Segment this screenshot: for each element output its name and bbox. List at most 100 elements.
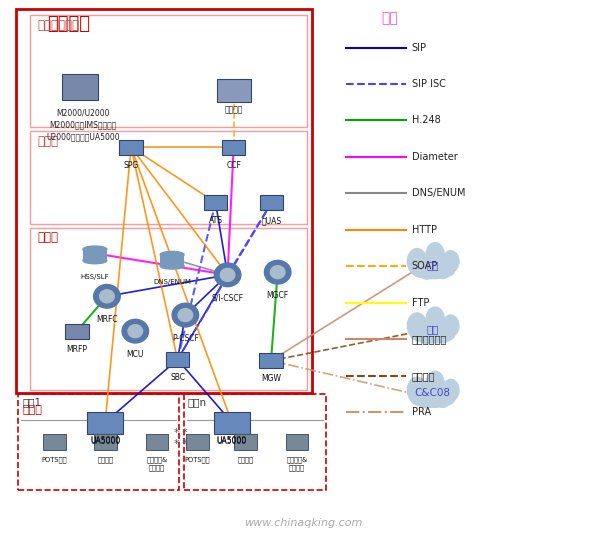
Text: Diameter: Diameter: [411, 152, 458, 162]
Circle shape: [122, 320, 148, 343]
Text: MGCF: MGCF: [267, 291, 288, 300]
Ellipse shape: [419, 259, 435, 279]
FancyBboxPatch shape: [214, 412, 250, 434]
Text: CCF: CCF: [226, 161, 241, 170]
Text: 接入层: 接入层: [22, 405, 42, 414]
Text: DNS/ENUM: DNS/ENUM: [153, 279, 191, 285]
Ellipse shape: [419, 323, 435, 343]
Ellipse shape: [407, 313, 427, 338]
FancyBboxPatch shape: [260, 195, 284, 210]
FancyBboxPatch shape: [87, 412, 123, 434]
Circle shape: [99, 290, 115, 303]
Ellipse shape: [411, 328, 454, 343]
Text: S/I-CSCF: S/I-CSCF: [211, 294, 244, 302]
Ellipse shape: [442, 379, 459, 401]
Ellipse shape: [407, 248, 427, 274]
Circle shape: [94, 285, 120, 308]
Text: 网通: 网通: [427, 324, 439, 334]
Text: 会议控制&
数据会议: 会议控制& 数据会议: [147, 457, 168, 471]
Text: P-CSCF: P-CSCF: [172, 334, 199, 343]
Ellipse shape: [419, 388, 435, 408]
FancyBboxPatch shape: [43, 434, 66, 451]
Text: HTTP: HTTP: [411, 225, 436, 235]
Circle shape: [128, 324, 142, 337]
Circle shape: [215, 263, 241, 287]
FancyBboxPatch shape: [204, 195, 227, 210]
FancyBboxPatch shape: [220, 415, 244, 430]
Ellipse shape: [160, 251, 184, 258]
Text: MRFP: MRFP: [66, 344, 87, 354]
Ellipse shape: [442, 251, 459, 272]
Text: C&C08: C&C08: [415, 389, 451, 398]
Circle shape: [172, 303, 199, 327]
Text: 会UAS: 会UAS: [262, 216, 282, 225]
Ellipse shape: [411, 264, 454, 279]
Text: MCU: MCU: [127, 350, 144, 359]
Text: M2000/U2000
M2000管理IMS所有网元
U2000管理所有UA5000: M2000/U2000 M2000管理IMS所有网元 U2000管理所有UA50…: [46, 109, 119, 141]
Circle shape: [178, 309, 193, 322]
FancyBboxPatch shape: [186, 434, 209, 451]
Text: POTS电话: POTS电话: [42, 457, 67, 464]
Ellipse shape: [426, 243, 444, 266]
FancyBboxPatch shape: [165, 352, 189, 367]
FancyBboxPatch shape: [217, 79, 250, 102]
Text: H.248: H.248: [411, 115, 441, 126]
Ellipse shape: [83, 257, 107, 264]
FancyBboxPatch shape: [259, 353, 283, 368]
FancyBboxPatch shape: [235, 434, 257, 451]
FancyBboxPatch shape: [222, 140, 245, 155]
Text: UA5000: UA5000: [217, 437, 247, 446]
Text: HSS/SLF: HSS/SLF: [81, 274, 109, 280]
Text: 营帐系统: 营帐系统: [224, 105, 243, 114]
Text: 会议终端: 会议终端: [97, 457, 113, 464]
Ellipse shape: [435, 323, 450, 343]
Text: 七号信令: 七号信令: [411, 371, 435, 381]
Text: FTP: FTP: [411, 298, 429, 308]
Text: SOAP: SOAP: [411, 261, 438, 271]
Text: 会议终端: 会议终端: [238, 457, 254, 464]
Text: 区域n: 区域n: [187, 397, 206, 407]
Ellipse shape: [426, 371, 444, 395]
Text: 核心机房: 核心机房: [47, 15, 90, 33]
Ellipse shape: [411, 392, 454, 407]
Text: 电信: 电信: [427, 260, 439, 270]
Text: ATS: ATS: [208, 216, 222, 225]
Text: POTS电话: POTS电话: [185, 457, 210, 464]
FancyBboxPatch shape: [83, 249, 107, 260]
Ellipse shape: [407, 377, 427, 403]
Text: 区域1: 区域1: [22, 397, 42, 407]
FancyBboxPatch shape: [145, 434, 168, 451]
Text: UA5000: UA5000: [90, 436, 120, 445]
Ellipse shape: [83, 246, 107, 253]
FancyBboxPatch shape: [119, 140, 143, 155]
Text: SIP: SIP: [411, 43, 427, 52]
Circle shape: [264, 260, 291, 284]
FancyBboxPatch shape: [62, 74, 98, 100]
Text: 控制层: 控制层: [38, 231, 59, 244]
FancyBboxPatch shape: [65, 323, 88, 338]
FancyBboxPatch shape: [160, 254, 184, 266]
Text: SPG: SPG: [124, 161, 139, 170]
Ellipse shape: [435, 259, 450, 279]
Text: 中国一号信令: 中国一号信令: [411, 334, 447, 344]
Text: 运营与维护层: 运营与维护层: [38, 18, 79, 32]
Text: 业务层: 业务层: [38, 135, 59, 148]
Text: UA5000: UA5000: [90, 437, 120, 446]
Circle shape: [270, 266, 285, 279]
Text: 图例: 图例: [382, 11, 398, 25]
Ellipse shape: [442, 315, 459, 336]
Ellipse shape: [426, 307, 444, 330]
Text: www.chinaqking.com: www.chinaqking.com: [244, 518, 362, 528]
Text: UA5000: UA5000: [217, 436, 247, 445]
Text: DNS/ENUM: DNS/ENUM: [411, 188, 465, 198]
Circle shape: [221, 268, 235, 281]
Text: PRA: PRA: [411, 407, 431, 417]
Text: * *
* *: * * * *: [175, 427, 188, 449]
FancyBboxPatch shape: [94, 434, 116, 451]
FancyBboxPatch shape: [285, 434, 308, 451]
Ellipse shape: [435, 388, 450, 407]
Text: SIP ISC: SIP ISC: [411, 79, 445, 89]
Text: SBC: SBC: [170, 373, 185, 382]
Text: MGW: MGW: [261, 374, 281, 383]
Ellipse shape: [160, 262, 184, 269]
